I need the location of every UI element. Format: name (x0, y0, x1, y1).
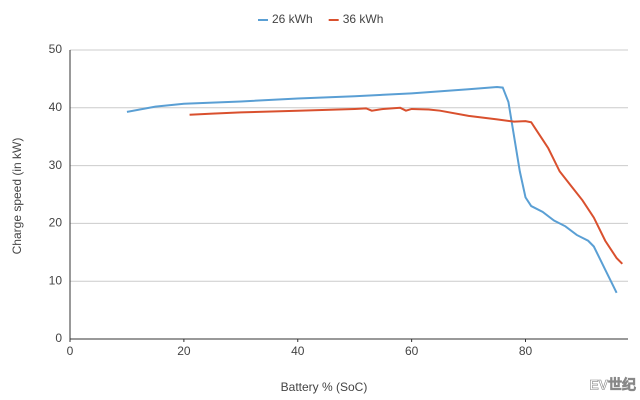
x-tick-label: 80 (519, 344, 533, 358)
x-tick-label: 60 (405, 344, 419, 358)
y-tick-label: 50 (49, 42, 63, 56)
y-tick-label: 30 (49, 158, 63, 172)
y-tick-label: 40 (49, 100, 63, 114)
legend-label: 36 kWh (343, 12, 384, 26)
legend-label: 26 kWh (272, 12, 313, 26)
y-tick-label: 10 (49, 273, 63, 287)
watermark: EV世纪 (589, 377, 636, 393)
y-tick-label: 0 (55, 331, 62, 345)
series-line (126, 85, 618, 294)
y-tick-label: 20 (49, 216, 63, 230)
series-line (189, 106, 624, 265)
x-tick-label: 0 (67, 344, 74, 358)
x-tick-label: 20 (177, 344, 191, 358)
x-axis-label: Battery % (SoC) (281, 380, 368, 394)
x-tick-label: 40 (291, 344, 305, 358)
y-axis-label: Charge speed (in kW) (10, 138, 24, 255)
